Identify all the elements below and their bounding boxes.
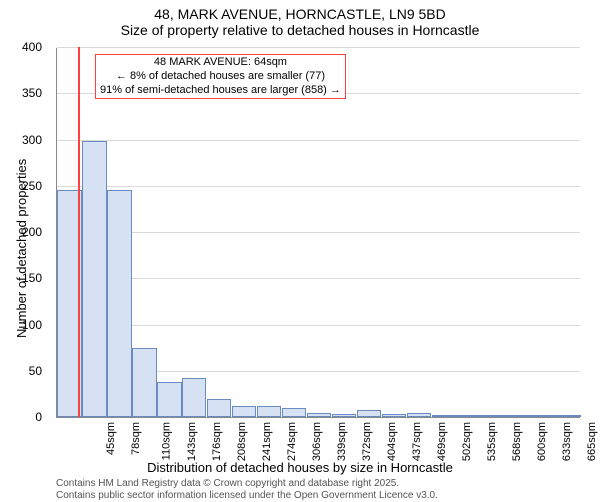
histogram-bar [257, 406, 281, 417]
x-tick-label: 535sqm [486, 422, 498, 461]
x-tick-label: 568sqm [511, 422, 523, 461]
histogram-bar [282, 408, 306, 417]
histogram-bar [232, 406, 256, 417]
y-tick-label: 0 [12, 410, 42, 424]
histogram-bar [207, 399, 231, 418]
histogram-bar [82, 141, 106, 417]
gridline [57, 232, 580, 233]
histogram-bar [531, 415, 555, 417]
x-tick-label: 143sqm [186, 422, 198, 461]
x-tick-label: 437sqm [411, 422, 423, 461]
gridline [57, 325, 580, 326]
marker-annotation: 48 MARK AVENUE: 64sqm← 8% of detached ho… [95, 54, 346, 99]
x-tick-label: 339sqm [336, 422, 348, 461]
histogram-bar [456, 415, 480, 417]
x-tick-label: 633sqm [561, 422, 573, 461]
x-tick-label: 502sqm [461, 422, 473, 461]
marker-line [78, 47, 80, 417]
annotation-line: ← 8% of detached houses are smaller (77) [100, 70, 341, 84]
histogram-bar [481, 415, 505, 417]
footer-line2: Contains public sector information licen… [56, 490, 438, 502]
y-tick-label: 50 [12, 364, 42, 378]
histogram-bar [556, 415, 580, 417]
histogram-bar [307, 413, 331, 417]
y-tick-label: 150 [12, 271, 42, 285]
x-tick-label: 274sqm [286, 422, 298, 461]
histogram-bar [157, 382, 181, 417]
x-tick-label: 241sqm [261, 422, 273, 461]
x-tick-label: 45sqm [106, 422, 118, 455]
x-tick-label: 372sqm [361, 422, 373, 461]
y-tick-label: 250 [12, 179, 42, 193]
histogram-bar [432, 415, 456, 417]
y-tick-label: 350 [12, 86, 42, 100]
gridline [57, 278, 580, 279]
x-tick-label: 306sqm [311, 422, 323, 461]
histogram-bar [506, 415, 530, 417]
x-tick-label: 110sqm [161, 422, 173, 460]
footer-line1: Contains HM Land Registry data © Crown c… [56, 478, 438, 490]
footer-attribution: Contains HM Land Registry data © Crown c… [56, 478, 438, 502]
histogram-bar [182, 378, 206, 417]
gridline [57, 186, 580, 187]
y-tick-label: 100 [12, 318, 42, 332]
annotation-line: 48 MARK AVENUE: 64sqm [100, 56, 341, 70]
x-tick-label: 78sqm [130, 422, 142, 455]
x-tick-label: 665sqm [586, 422, 598, 461]
chart-title-block: 48, MARK AVENUE, HORNCASTLE, LN9 5BD Siz… [0, 0, 600, 38]
histogram-bar [357, 410, 381, 417]
y-tick-label: 400 [12, 40, 42, 54]
chart-title-line2: Size of property relative to detached ho… [0, 22, 600, 38]
chart-plot-area: 48 MARK AVENUE: 64sqm← 8% of detached ho… [56, 48, 580, 418]
histogram-bar [107, 190, 131, 417]
gridline [57, 140, 580, 141]
histogram-bar [407, 413, 431, 417]
y-tick-label: 200 [12, 225, 42, 239]
gridline [57, 47, 580, 48]
annotation-line: 91% of semi-detached houses are larger (… [100, 84, 341, 98]
histogram-bar [382, 414, 406, 417]
histogram-bar [132, 348, 156, 417]
histogram-bar [332, 414, 356, 417]
x-tick-label: 600sqm [536, 422, 548, 461]
x-tick-label: 176sqm [211, 422, 223, 461]
x-axis-title: Distribution of detached houses by size … [0, 460, 600, 475]
chart-title-line1: 48, MARK AVENUE, HORNCASTLE, LN9 5BD [0, 6, 600, 22]
y-tick-label: 300 [12, 133, 42, 147]
x-tick-label: 469sqm [436, 422, 448, 461]
x-tick-label: 208sqm [236, 422, 248, 461]
x-tick-label: 404sqm [386, 422, 398, 461]
